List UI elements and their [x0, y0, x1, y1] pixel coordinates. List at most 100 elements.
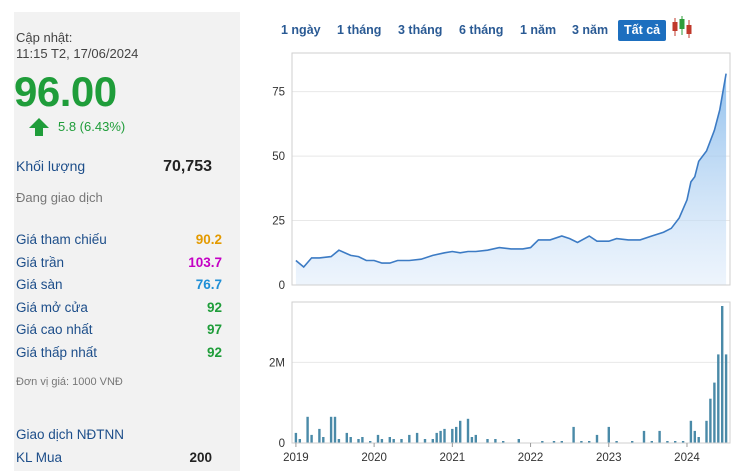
volume-bar — [333, 416, 337, 443]
volume-bar — [724, 354, 728, 443]
volume-bar — [470, 437, 474, 443]
volume-bar — [721, 306, 724, 443]
tab-3-months[interactable]: 3 tháng — [398, 23, 443, 37]
foreign-buy-label: KL Mua — [16, 450, 63, 465]
volume-bar — [697, 437, 700, 443]
x-tick-label: 2022 — [518, 452, 544, 464]
volume-tick-label: 2M — [269, 357, 285, 369]
volume-bar — [329, 416, 333, 443]
stat-value: 76.7 — [195, 277, 222, 293]
volume-gridlines — [292, 361, 730, 444]
volume-bar — [388, 437, 391, 443]
stat-row: Giá trần 103.7 — [16, 254, 222, 275]
volume-bar — [572, 426, 575, 443]
volume-bar — [502, 441, 505, 443]
volume-label: Khối lượng — [16, 158, 86, 174]
stat-row: Giá cao nhất 97 — [16, 322, 222, 342]
volume-bar — [474, 434, 477, 443]
current-price: 96.00 — [14, 68, 117, 115]
volume-bar — [615, 441, 618, 443]
volume-bar — [380, 439, 384, 443]
volume-bar — [486, 439, 489, 443]
x-tick-label: 2021 — [440, 452, 466, 464]
price-tick-label: 75 — [272, 87, 285, 99]
tab-1-month[interactable]: 1 tháng — [337, 23, 382, 37]
volume-bar — [466, 418, 470, 443]
volume-bar — [439, 430, 442, 443]
volume-bar — [709, 398, 712, 443]
volume-bar — [459, 420, 462, 443]
tab-6-months[interactable]: 6 tháng — [459, 23, 504, 37]
price-area — [295, 73, 727, 285]
stat-value: 90.2 — [195, 232, 222, 247]
volume-tick-label: 0 — [279, 438, 285, 450]
volume-bar — [294, 432, 298, 443]
volume-bar — [631, 441, 634, 443]
x-tick-label: 2024 — [674, 452, 700, 464]
stat-label: Giá mở cửa — [16, 299, 88, 315]
volume-bar — [705, 420, 708, 443]
volume-bar — [345, 432, 348, 443]
price-series-line — [295, 73, 727, 269]
foreign-buy-value: 200 — [189, 450, 212, 465]
x-axis-ticks: 2019 2020 2021 2022 2023 2024 — [283, 443, 700, 464]
volume-bar — [376, 434, 380, 443]
tab-1-day[interactable]: 1 ngày — [281, 23, 321, 37]
volume-bar — [392, 439, 395, 443]
foreign-buy-row: KL Mua 200 — [16, 450, 212, 470]
tab-3-years[interactable]: 3 năm — [572, 23, 609, 37]
candlestick-icon[interactable] — [670, 15, 694, 39]
volume-bar — [431, 439, 434, 443]
volume-bar — [560, 441, 563, 443]
foreign-trading-title-row: Giao dịch NĐTNN — [16, 427, 212, 447]
stat-value: 97 — [206, 322, 222, 338]
volume-bar — [306, 416, 309, 443]
price-tick-label: 0 — [279, 280, 285, 292]
volume-bar — [666, 441, 669, 443]
volume-plot-frame — [291, 301, 731, 444]
stat-row: Giá thấp nhất 92 — [16, 345, 222, 365]
volume-bar — [588, 441, 591, 443]
volume-bar — [552, 441, 556, 443]
volume-bar — [357, 439, 360, 443]
volume-bar — [443, 428, 446, 443]
stat-label: Giá tham chiếu — [16, 232, 107, 247]
volume-bar — [658, 430, 661, 443]
update-time: 11:15 T2, 17/06/2024 — [16, 46, 139, 61]
price-volume-chart: 0 25 50 75 0 2M 2019 2020 2021 2022 2023 2024 — [269, 52, 731, 464]
volume-bar — [349, 437, 352, 443]
volume-bar — [451, 428, 454, 443]
volume-bar — [408, 434, 411, 443]
volume-bar — [361, 437, 364, 443]
volume-bar — [310, 434, 313, 443]
tab-1-year[interactable]: 1 năm — [520, 23, 557, 37]
price-tick-label: 50 — [272, 151, 285, 163]
stat-value: 92 — [206, 299, 222, 315]
volume-axis-ticks: 0 2M — [269, 357, 285, 450]
volume-bar — [369, 441, 372, 443]
volume-row: Khối lượng 70,753 — [16, 158, 212, 178]
tab-all[interactable]: Tất cả — [618, 20, 667, 41]
volume-bar — [435, 432, 438, 443]
volume-bar — [595, 434, 599, 443]
volume-bar — [415, 432, 419, 443]
volume-bar — [400, 439, 403, 443]
price-unit-note: Đơn vị giá: 1000 VNĐ — [16, 376, 123, 388]
volume-bar — [580, 441, 583, 443]
arrow-up-icon — [29, 118, 49, 136]
volume-bar — [541, 441, 544, 443]
stat-label: Giá trần — [16, 254, 65, 270]
stat-value: 103.7 — [188, 254, 222, 270]
volume-bar — [681, 441, 685, 443]
x-tick-label: 2020 — [361, 452, 387, 464]
volume-bar — [494, 439, 497, 443]
stat-row: Giá tham chiếu 90.2 — [16, 232, 222, 252]
volume-bar — [674, 441, 677, 443]
price-change-value: 5.8 (6.43%) — [58, 119, 126, 134]
stat-row: Giá mở cửa 92 — [16, 299, 222, 320]
price-tick-label: 25 — [272, 216, 285, 228]
volume-bar — [607, 426, 610, 443]
stat-label: Giá cao nhất — [16, 322, 93, 338]
stat-label: Giá thấp nhất — [16, 345, 98, 360]
price-plot-frame — [291, 52, 731, 286]
